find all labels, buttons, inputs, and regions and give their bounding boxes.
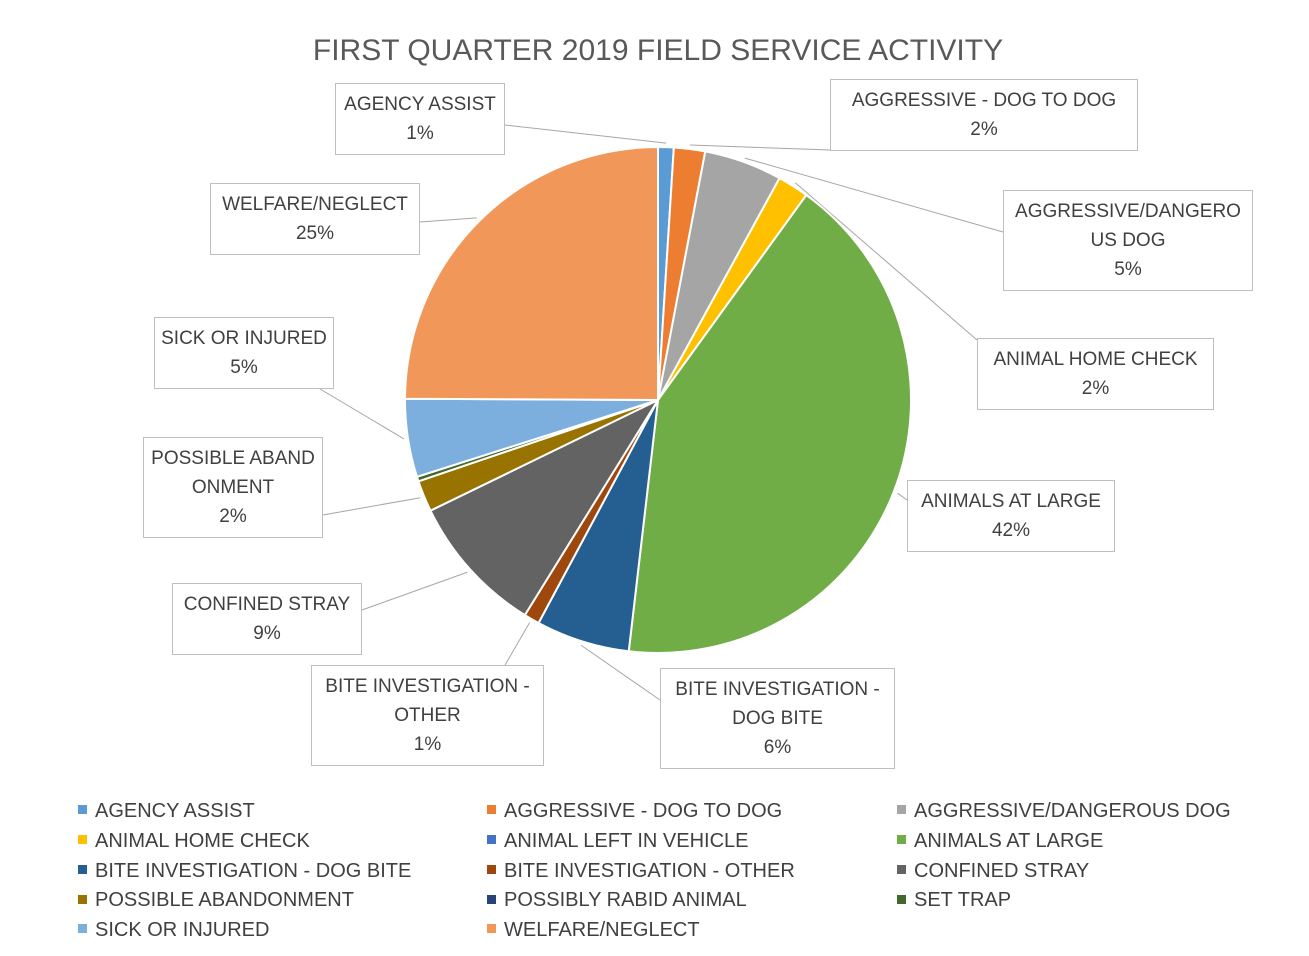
leader-line — [795, 182, 978, 341]
data-label: ANIMAL HOME CHECK 2% — [977, 338, 1214, 410]
legend-label: CONFINED STRAY — [914, 859, 1090, 882]
legend-item: POSSIBLE ABANDONMENT — [78, 889, 354, 912]
data-label-value: 2% — [219, 506, 247, 527]
legend-label: BITE INVESTIGATION - OTHER — [504, 859, 795, 882]
data-label: CONFINED STRAY 9% — [172, 583, 362, 655]
data-label-value: 42% — [991, 520, 1031, 541]
data-label: BITE INVESTIGATION - OTHER 1% — [311, 665, 544, 766]
legend-label: POSSIBLY RABID ANIMAL — [504, 889, 747, 912]
pie-slice — [429, 397, 661, 617]
data-label-value: 5% — [230, 357, 258, 378]
leader-line — [690, 144, 831, 151]
data-label-value: 2% — [970, 119, 998, 140]
legend-swatch — [487, 864, 496, 874]
data-label-category: BITE INVESTIGATION - OTHER — [325, 676, 530, 726]
data-label: BITE INVESTIGATION - DOG BITE 6% — [660, 668, 895, 769]
leader-line — [580, 644, 661, 701]
legend-item: ANIMALS AT LARGE — [897, 830, 1103, 853]
data-label: WELFARE/NEGLECT 25% — [210, 183, 420, 255]
legend-label: SET TRAP — [914, 889, 1012, 912]
legend-swatch — [78, 805, 87, 815]
data-label: SICK OR INJURED 5% — [154, 317, 334, 389]
legend-label: ANIMAL LEFT IN VEHICLE — [504, 829, 749, 852]
leader-line — [419, 217, 477, 223]
leader-line — [744, 157, 1004, 233]
legend-swatch — [897, 864, 906, 874]
data-label-category: ANIMAL HOME CHECK — [993, 349, 1198, 370]
legend-swatch — [897, 835, 906, 845]
legend-swatch — [897, 894, 906, 904]
data-label-category: ANIMALS AT LARGE — [921, 491, 1101, 512]
legend-swatch — [487, 835, 496, 845]
data-label-value: 1% — [406, 123, 434, 144]
legend-item: ANIMAL HOME CHECK — [78, 830, 310, 853]
legend-swatch — [487, 894, 496, 904]
pie-slice — [627, 193, 912, 654]
legend-swatch — [78, 924, 87, 934]
legend-item: AGGRESSIVE/DANGEROUS DOG — [897, 800, 1231, 823]
legend-item: SET TRAP — [897, 889, 1011, 912]
legend-item: AGGRESSIVE - DOG TO DOG — [487, 800, 782, 823]
legend-swatch — [487, 805, 496, 815]
data-label-value: 1% — [413, 734, 442, 755]
legend-label: POSSIBLE ABANDONMENT — [95, 889, 354, 912]
leader-line — [897, 492, 908, 501]
legend-swatch — [78, 894, 87, 904]
data-label-value: 6% — [763, 737, 792, 758]
leader-line — [322, 497, 421, 516]
legend-item: WELFARE/NEGLECT — [487, 919, 700, 942]
data-label-category: AGENCY ASSIST — [344, 94, 496, 115]
pie-slice — [403, 145, 659, 402]
data-label-category: SICK OR INJURED — [161, 328, 327, 349]
data-label: AGGRESSIVE - DOG TO DOG 2% — [830, 79, 1138, 151]
legend-label: ANIMAL HOME CHECK — [95, 829, 310, 852]
legend-label: AGGRESSIVE - DOG TO DOG — [504, 800, 783, 822]
legend-item: BITE INVESTIGATION - OTHER — [487, 860, 795, 883]
legend-label: ANIMALS AT LARGE — [914, 829, 1104, 852]
leader-line — [504, 622, 531, 666]
data-label-category: POSSIBLE ABANDONMENT — [151, 448, 315, 498]
data-label-category: AGGRESSIVE/DANGEROUS DOG — [1015, 201, 1241, 251]
legend-swatch — [897, 805, 906, 815]
legend-label: AGGRESSIVE/DANGEROUS DOG — [914, 800, 1231, 822]
legend-item: ANIMAL LEFT IN VEHICLE — [487, 830, 749, 853]
legend-item: POSSIBLY RABID ANIMAL — [487, 889, 747, 912]
data-label-value: 9% — [253, 623, 281, 644]
legend-item: AGENCY ASSIST — [78, 800, 255, 823]
legend-label: AGENCY ASSIST — [95, 800, 255, 822]
legend-swatch — [78, 835, 87, 845]
data-label-category: AGGRESSIVE - DOG TO DOG — [851, 90, 1117, 111]
leader-line — [309, 382, 405, 440]
leader-line — [504, 124, 667, 144]
data-label-value: 2% — [1081, 378, 1110, 399]
data-label: ANIMALS AT LARGE 42% — [907, 480, 1115, 552]
legend-item: CONFINED STRAY — [897, 860, 1089, 883]
legend-swatch — [487, 924, 496, 934]
data-label-category: WELFARE/NEGLECT — [222, 194, 408, 215]
legend-label: WELFARE/NEGLECT — [504, 919, 700, 942]
data-label-category: BITE INVESTIGATION - DOG BITE — [675, 679, 880, 729]
data-label: AGGRESSIVE/DANGEROUS DOG 5% — [1003, 190, 1253, 291]
leader-line — [361, 571, 468, 611]
data-label: POSSIBLE ABANDONMENT 2% — [143, 437, 323, 538]
legend-swatch — [78, 864, 87, 874]
data-label-value: 25% — [295, 223, 335, 244]
legend-item: SICK OR INJURED — [78, 919, 269, 942]
chart-title: FIRST QUARTER 2019 FIELD SERVICE ACTIVIT… — [313, 34, 1003, 67]
legend-label: BITE INVESTIGATION - DOG BITE — [95, 859, 412, 882]
data-label: AGENCY ASSIST 1% — [335, 83, 505, 155]
data-label-category: CONFINED STRAY — [183, 594, 351, 615]
legend-label: SICK OR INJURED — [95, 919, 270, 942]
data-label-value: 5% — [1114, 259, 1142, 280]
legend-item: BITE INVESTIGATION - DOG BITE — [78, 860, 411, 883]
